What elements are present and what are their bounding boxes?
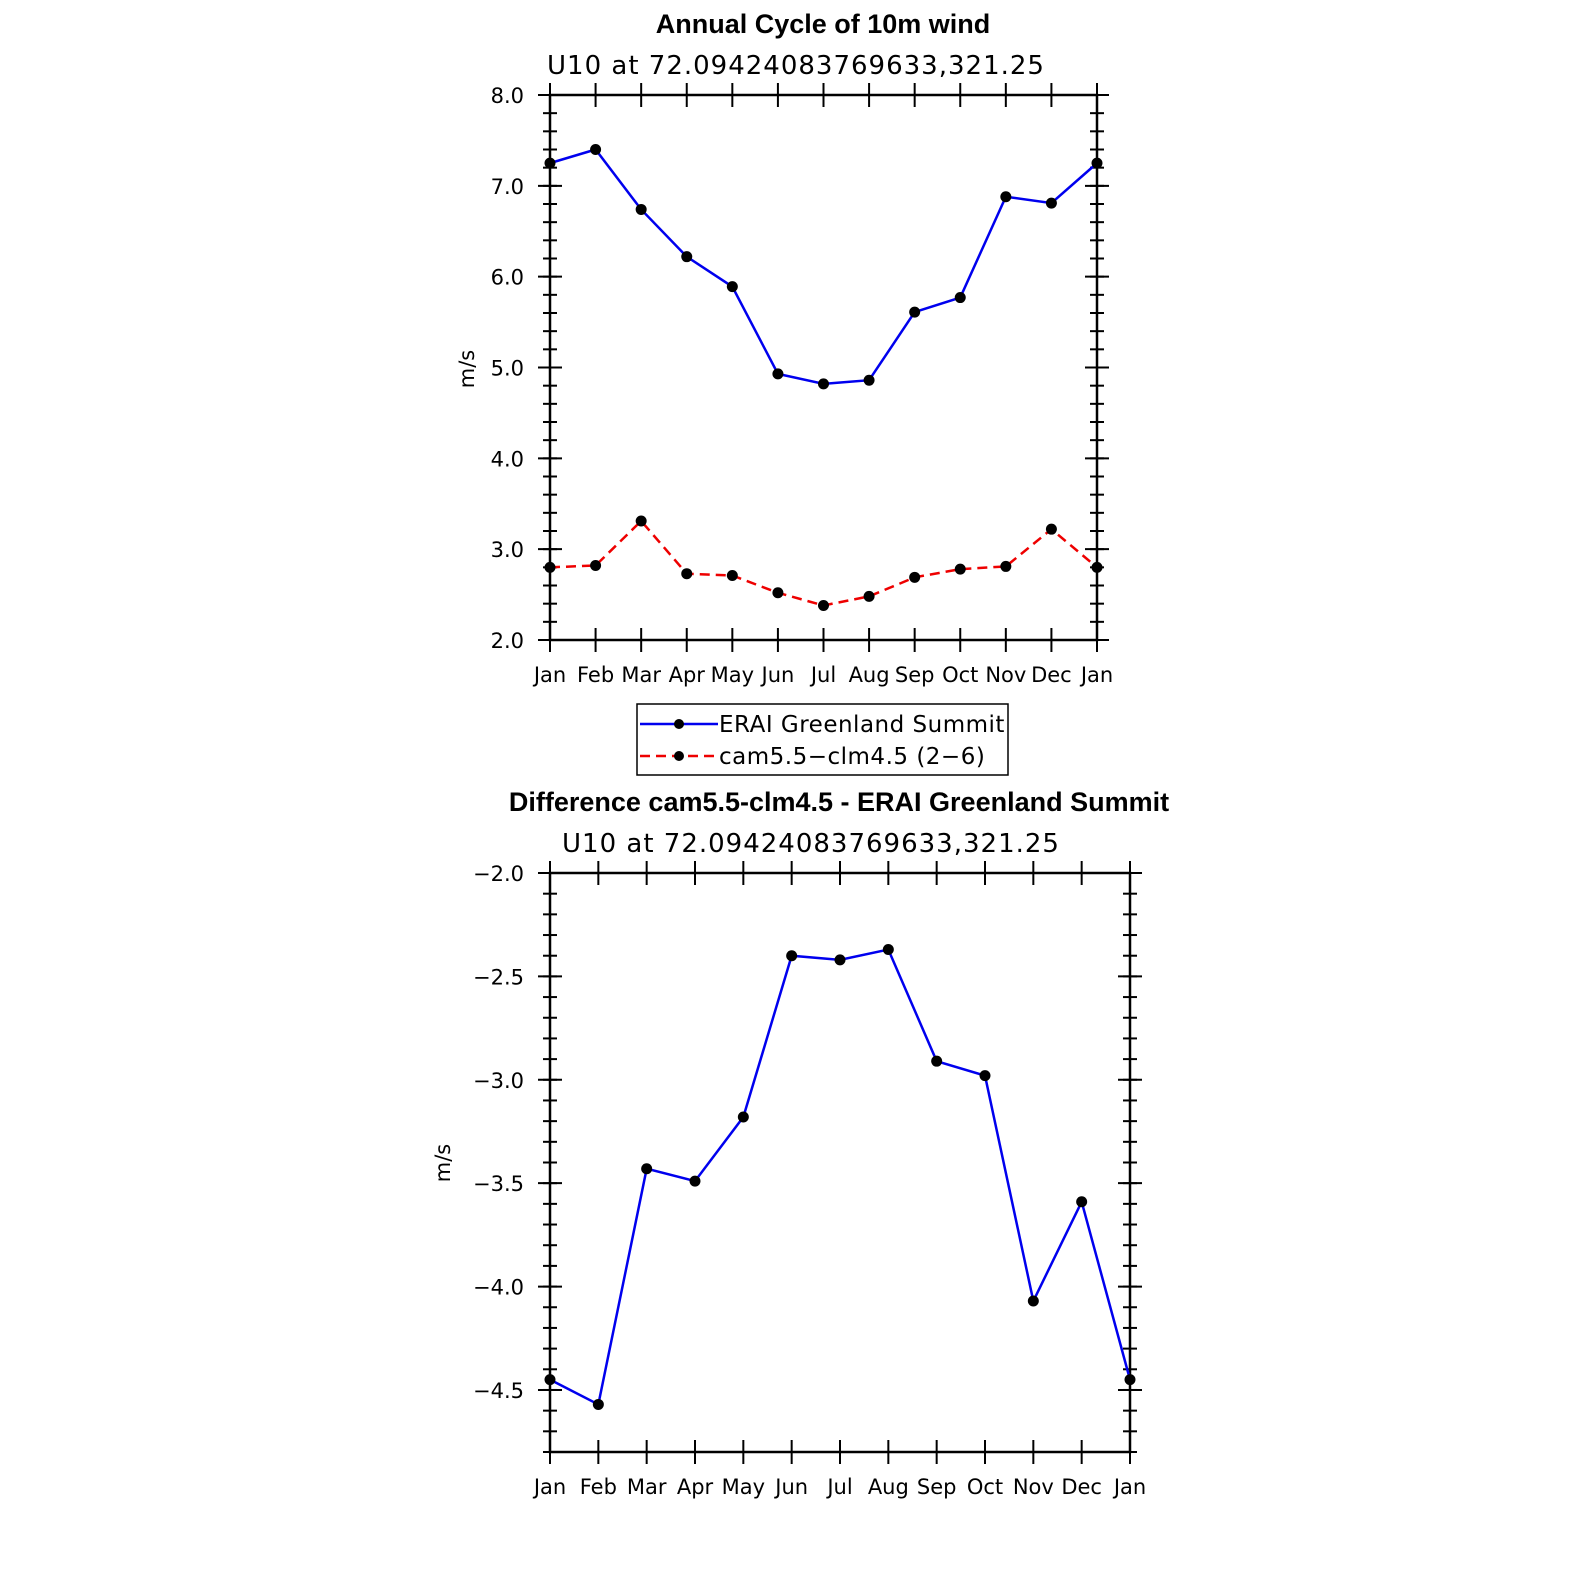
legend-label-cam: cam5.5−clm4.5 (2−6) [719,744,985,770]
legend-marker-cam [674,751,684,761]
data-point [954,292,966,304]
data-point [863,374,875,386]
series-line-1 [549,948,1132,1407]
x-tick-label: Nov [1013,1475,1054,1499]
data-point [1045,197,1057,209]
data-point [979,1070,991,1082]
data-point [592,1398,604,1410]
data-point [931,1055,943,1067]
x-tick-label: Apr [669,663,706,687]
x-tick-label: Mar [627,1475,667,1499]
x-tick-label: Sep [895,663,935,687]
chart1-y-label: m/s [455,350,479,388]
data-point [772,587,784,599]
x-tick-label: Apr [677,1475,714,1499]
x-tick-label: Jan [1079,663,1113,687]
data-point [818,599,829,611]
data-point [641,1163,653,1175]
y-tick-label: 7.0 [491,175,524,199]
data-point [1000,191,1012,203]
y-tick-label: 5.0 [491,357,524,381]
data-point [786,950,798,962]
data-point [726,281,738,293]
data-point [590,144,602,155]
data-point [681,251,693,263]
data-point [737,1111,749,1123]
y-tick-label: −3.0 [473,1069,524,1093]
series-line-1 [549,148,1098,386]
data-point [954,563,966,575]
x-tick-label: Jan [532,663,566,687]
series-line-2 [549,519,1098,607]
data-point [1091,561,1103,573]
data-point [1091,157,1103,169]
data-point [772,368,784,380]
chart1-series [544,144,1103,611]
data-point [635,515,647,527]
data-point [681,568,693,580]
x-tick-label: Dec [1061,1475,1102,1499]
data-point [544,157,556,169]
x-tick-label: Jan [1112,1475,1146,1499]
data-point [1027,1295,1039,1307]
x-tick-label: Feb [580,1475,617,1499]
data-point [544,561,556,573]
y-tick-label: −4.0 [473,1276,524,1300]
x-tick-label: Feb [577,663,614,687]
x-tick-label: Oct [942,663,978,687]
y-tick-label: −4.5 [473,1379,524,1403]
data-point [882,944,894,956]
x-tick-label: Sep [917,1475,957,1499]
chart1-title: Annual Cycle of 10m wind [656,9,991,39]
x-tick-label: May [711,663,754,687]
x-tick-label: Jul [825,1475,852,1499]
chart1-subtitle: U10 at 72.09424083769633,321.25 [547,51,1045,81]
chart1-legend: ERAI Greenland Summit cam5.5−clm4.5 (2−6… [636,703,1009,776]
y-tick-label: −2.0 [473,862,524,886]
y-tick-label: 4.0 [491,447,524,471]
x-tick-label: Nov [985,663,1026,687]
data-point [818,378,829,390]
x-tick-label: Jun [760,663,795,687]
data-point [1124,1374,1136,1386]
data-point [689,1175,701,1187]
y-tick-label: −2.5 [473,965,524,989]
data-point [909,571,921,583]
data-point [834,954,846,966]
data-point [1000,560,1012,572]
x-tick-label: Jul [809,663,836,687]
chart2-series [544,944,1136,1410]
data-point [726,570,738,582]
legend-label-erai: ERAI Greenland Summit [719,712,1005,738]
y-tick-label: 3.0 [491,538,524,562]
y-tick-label: 8.0 [491,84,524,108]
data-point [1076,1196,1088,1208]
chart2-title: Difference cam5.5-clm4.5 - ERAI Greenlan… [509,787,1169,817]
data-point [863,590,875,602]
x-tick-label: Jan [532,1475,566,1499]
data-point [1045,523,1057,535]
y-tick-label: 6.0 [491,266,524,290]
x-tick-label: Aug [868,1475,909,1499]
x-tick-label: Oct [967,1475,1003,1499]
chart2-axes: Jan Feb Mar Apr May Jun Jul Aug Sep Oct Nov Dec Jan −… [473,861,1146,1499]
legend-box [636,703,1009,776]
legend-marker-erai [674,719,684,729]
x-tick-label: Jun [773,1475,808,1499]
data-point [635,203,647,215]
chart2-subtitle: U10 at 72.09424083769633,321.25 [562,829,1060,859]
data-point [909,306,921,318]
x-tick-label: Mar [621,663,661,687]
y-tick-label: −3.5 [473,1172,524,1196]
x-tick-label: Dec [1031,663,1072,687]
data-point [590,560,602,572]
data-point [544,1374,556,1386]
x-tick-label: Aug [849,663,890,687]
x-tick-label: May [722,1475,765,1499]
chart2-y-label: m/s [431,1144,455,1182]
y-tick-label: 2.0 [491,629,524,653]
chart1-axes: Jan Feb Mar Apr May Jun Jul Aug Sep Oct Nov Dec Jan 8… [491,83,1113,687]
